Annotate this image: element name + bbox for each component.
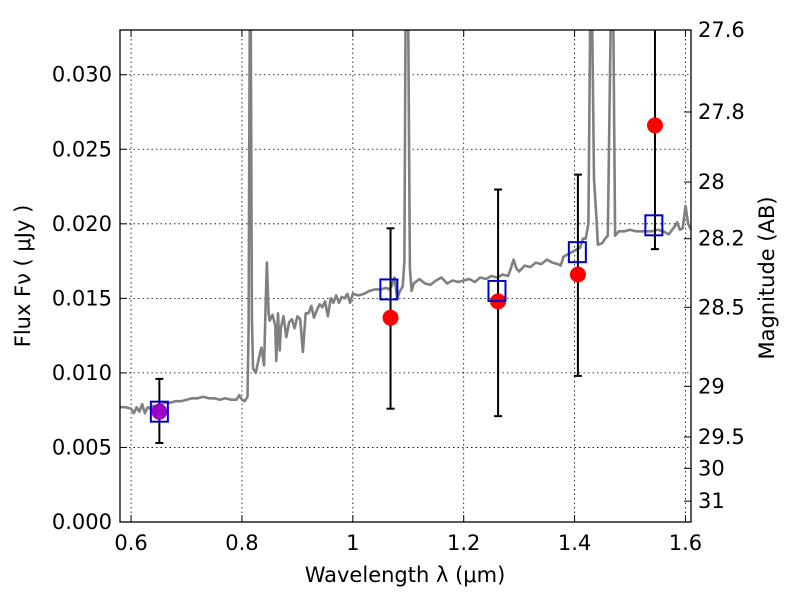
y2-tick-label: 28.2 bbox=[698, 227, 745, 251]
y2-tick-label: 29.5 bbox=[698, 425, 745, 449]
plot-frame bbox=[119, 29, 692, 523]
x-tick-label: 0.8 bbox=[225, 531, 258, 555]
synthetic-square bbox=[567, 241, 587, 264]
y2-tick-label: 27.6 bbox=[698, 18, 745, 42]
y2-axis: 27.6 27.8 28 28.2 28.5 29 29.5 30 31 bbox=[684, 18, 745, 513]
synthetic-square bbox=[644, 214, 664, 237]
x-tick-label: 1.4 bbox=[558, 531, 591, 555]
model-line-path bbox=[120, 30, 691, 415]
y-tick-label: 0.015 bbox=[52, 286, 112, 310]
y-tick-label: 0.005 bbox=[52, 435, 112, 459]
x-axis: 0.6 0.8 1 1.2 1.4 1.6 bbox=[114, 30, 702, 555]
y2-tick-label: 29 bbox=[698, 374, 725, 398]
observed-points bbox=[151, 117, 663, 420]
synthetic-square bbox=[379, 278, 399, 301]
y-tick-label: 0.010 bbox=[52, 361, 112, 385]
x-tick-label: 1 bbox=[346, 531, 359, 555]
x-tick-label: 1.6 bbox=[669, 531, 702, 555]
y-tick-label: 0.030 bbox=[52, 63, 112, 87]
y2-tick-label: 30 bbox=[698, 456, 725, 480]
grid bbox=[120, 30, 691, 523]
y-tick-label: 0.025 bbox=[52, 137, 112, 161]
synthetic-squares bbox=[149, 214, 664, 423]
observed-point bbox=[646, 117, 663, 134]
observed-point bbox=[569, 266, 586, 283]
y2-tick-label: 28 bbox=[698, 170, 725, 194]
y-axis-label: Flux Fν ( μJy ) bbox=[11, 205, 35, 348]
model-spectrum bbox=[120, 30, 691, 415]
synthetic-square bbox=[149, 400, 169, 423]
observed-point bbox=[382, 309, 399, 326]
y2-tick-label: 28.5 bbox=[698, 295, 745, 319]
x-axis-label: Wavelength λ (μm) bbox=[305, 563, 506, 587]
y2-axis-label: Magnitude (AB) bbox=[755, 196, 779, 359]
synthetic-square bbox=[487, 279, 507, 302]
observed-point bbox=[151, 403, 168, 420]
y2-tick-label: 27.8 bbox=[698, 100, 745, 124]
y-axis: 0.000 0.005 0.010 0.015 0.020 0.025 0.030 bbox=[52, 63, 127, 534]
y-tick-label: 0.020 bbox=[52, 212, 112, 236]
x-tick-label: 1.2 bbox=[447, 531, 480, 555]
y2-tick-label: 31 bbox=[698, 489, 725, 513]
x-tick-label: 0.6 bbox=[114, 531, 147, 555]
y-tick-label: 0.000 bbox=[52, 510, 112, 534]
